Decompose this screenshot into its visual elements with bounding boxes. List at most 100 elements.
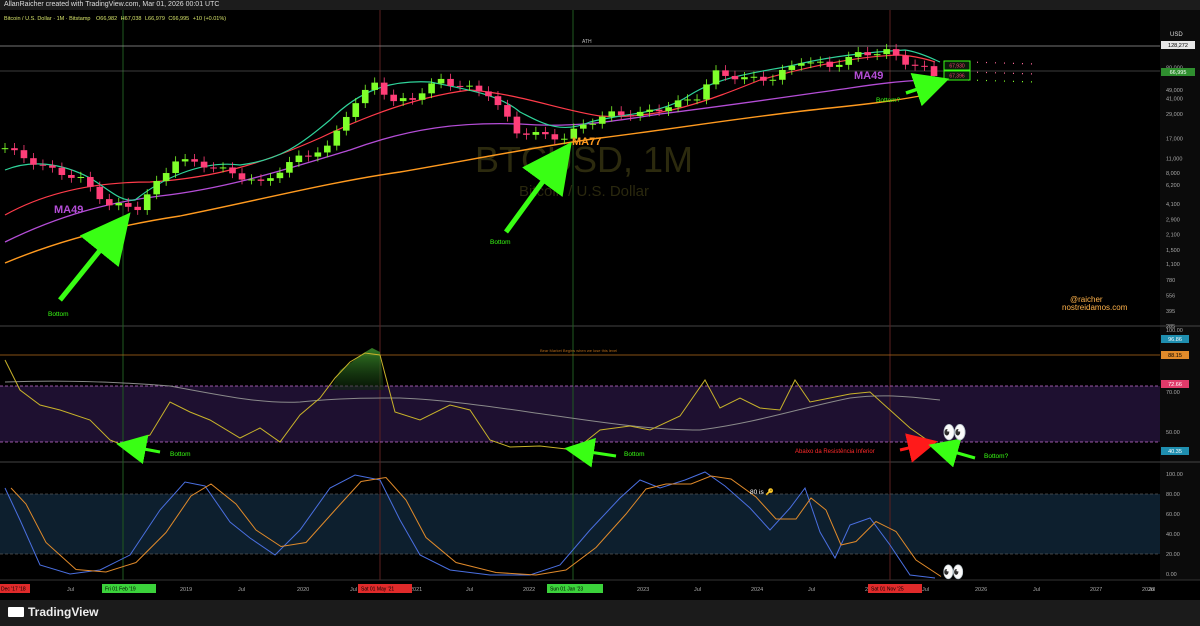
time-marker-label: Sun 01 Jan '23 [550,587,583,593]
chart-area[interactable]: ATH BTCUSD, 1M Bitcoin / U.S. Dollar Bit… [0,10,1200,600]
candle-body [200,161,208,168]
candle-body [96,186,104,200]
time-marker [358,584,412,593]
candle-body [115,203,123,206]
candle-body [930,66,938,77]
time-tick: 2028 [1142,587,1154,593]
candle-body [333,130,341,146]
time-tick: 2021 [410,587,422,593]
candle-body [542,132,549,135]
candle-body [68,174,75,178]
legend: Bitcoin / U.S. Dollar · 1M · Bitstamp O6… [4,16,226,22]
candle-body [380,82,388,95]
candle-body [760,76,767,81]
candle-body [361,89,369,104]
price-tick: 285 [1166,324,1175,330]
time-axis-markers: Dec '17 '18 Fri 01 Feb '19 Sat 01 May '21 S… [0,584,922,593]
rsi-tick: 50.00 [1166,430,1180,436]
candle-body [513,116,521,134]
rsi-bottom-label-2: Bottom [624,451,645,458]
candle-body [646,109,653,112]
time-tick: Jul [808,587,815,593]
time-tick: Jul [1033,587,1040,593]
price-tick: 11,000 [1166,157,1182,163]
time-marker [102,584,156,593]
rsi-badge-4: 40.35 [1168,449,1182,455]
bottom-label-2: Bottom [490,239,511,246]
candle-body [124,203,132,207]
candle-body [703,84,710,100]
candle-body [674,100,682,108]
candle-body [342,116,350,131]
time-marker [868,584,922,593]
stoch-tick: 80.00 [1166,492,1180,498]
header-bar: AllanRaicher created with TradingView.co… [0,0,1200,10]
rsi-bear-note: Bear Market Begins when we lose this lev… [540,348,617,353]
time-tick: 2019 [180,587,192,593]
legend-symbol: Bitcoin / U.S. Dollar · 1M · Bitstamp [4,16,91,22]
stoch-band [0,494,1160,554]
rsi-overbought-fill [330,348,384,390]
rsi-badge-3: 72.66 [1168,382,1182,388]
box-top [943,60,971,71]
candle-body [854,52,862,57]
box-bottom-value: 67,396 [949,74,965,80]
candle-body [845,56,853,65]
candle-body [636,111,644,117]
time-marker-label: Sat 01 Nov '25 [871,587,904,593]
rsi-badge-1: 96.86 [1168,337,1182,343]
price-tick: 41,000 [1166,96,1183,102]
candle-body [191,159,198,162]
time-tick: Jul [67,587,74,593]
stoch-tick: 0.00 [1166,572,1177,578]
candle-body [172,161,179,174]
stoch-tick: 60.00 [1166,512,1180,518]
time-marker [0,584,30,593]
price-tick: 1,500 [1166,248,1180,254]
eyes-icon-rsi: 👀 [942,422,967,444]
rsi-arrow-1 [116,434,161,465]
candle-body [598,116,606,124]
rsi-tick-labels: 100.00 70.00 50.00 [1166,328,1183,436]
price-tick: 2,900 [1166,218,1180,224]
candle-body [665,107,672,112]
candle-body [1,148,9,150]
price-tick: 780 [1166,278,1175,284]
rsi-arrow-2 [564,437,617,468]
candle-body [20,150,28,159]
candle-body [162,173,170,181]
candle-body [532,132,540,135]
candle-body [30,158,37,165]
candles [1,43,938,215]
tradingview-logo[interactable]: TradingView [8,605,98,619]
box-top-value: 67,930 [949,64,965,70]
candle-body [485,91,492,97]
time-tick: 2022 [523,587,535,593]
legend-high: H67,038 [121,16,142,22]
stoch-tick: 100.00 [1166,472,1183,478]
candle-body [295,155,303,163]
btc-chart[interactable]: ATH BTCUSD, 1M Bitcoin / U.S. Dollar Bit… [0,10,1200,600]
time-marker [547,584,603,593]
time-tick: 2023 [637,587,649,593]
price-tick: 6,200 [1166,183,1180,189]
stoch-d-line [10,475,942,577]
rsi-tick: 100.00 [1166,328,1183,334]
candle-body [873,54,881,56]
time-tick: Jul [922,587,929,593]
rsi-arrow-q [928,438,976,468]
candle-body [655,109,663,112]
axis-currency: USD [1170,32,1183,38]
candle-body [428,83,435,94]
candle-body [883,49,890,55]
badge-close: 66,995 [1170,70,1187,76]
candle-body [494,96,502,106]
arrow-bottom-q [905,73,950,107]
candle-body [816,61,824,63]
candle-body [769,79,777,81]
price-tick: 17,000 [1166,137,1183,143]
time-tick: 2020 [297,587,309,593]
time-tick: 2024 [751,587,763,593]
candle-body [305,155,312,157]
stoch-tick: 20.00 [1166,552,1180,558]
